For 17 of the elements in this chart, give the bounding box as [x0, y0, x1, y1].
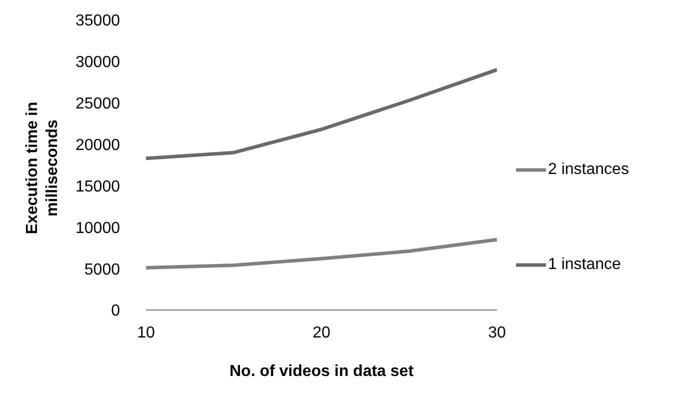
y-tick-label: 5000: [84, 261, 120, 278]
line-series: [146, 68, 497, 160]
y-tick-label: 20000: [76, 136, 120, 154]
x-tick-label: 30: [488, 324, 506, 342]
y-tick-label: 10000: [76, 220, 120, 237]
y-tick-label: 35000: [76, 12, 120, 30]
x-tick-label: 10: [137, 324, 155, 342]
legend-label: 1 instance: [548, 255, 622, 275]
x-tick-label: 20: [312, 324, 330, 342]
legend-label: 2 instances: [548, 160, 630, 180]
y-tick-label: 0: [111, 302, 120, 320]
y-tick-label: 30000: [76, 54, 120, 72]
line-series: [146, 238, 497, 270]
x-axis-title: No. of videos in data set: [229, 363, 414, 380]
y-tick-label: 15000: [76, 178, 120, 196]
y-tick-label: 25000: [76, 96, 120, 113]
y-axis-title: Execution time in milliseconds: [23, 100, 62, 236]
